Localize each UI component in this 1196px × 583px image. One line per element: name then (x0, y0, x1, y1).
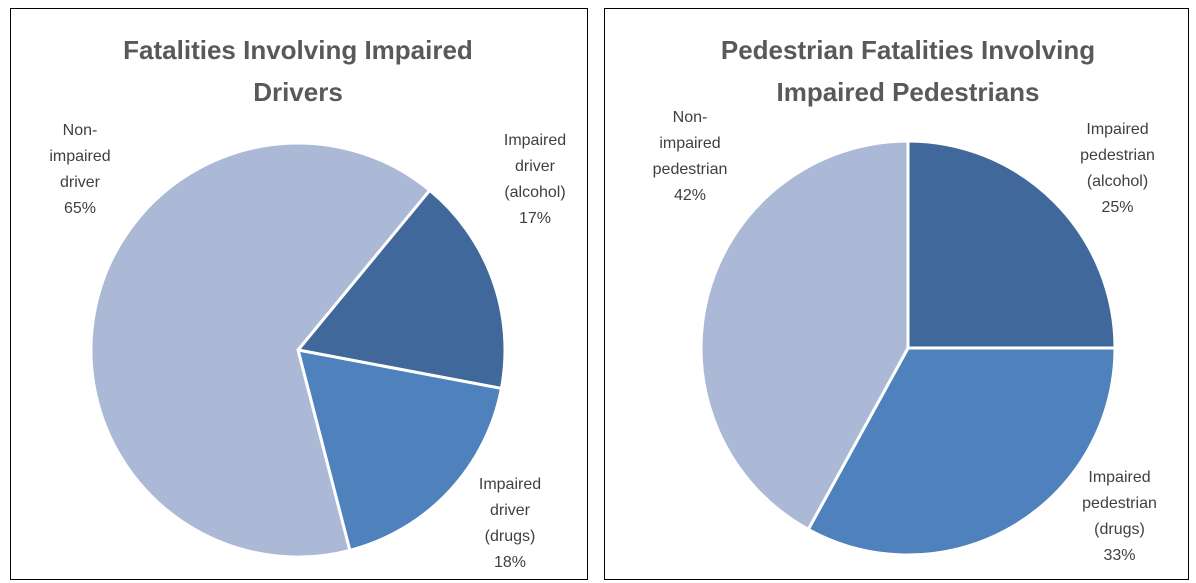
category-label: Impaired pedestrian (alcohol) (1080, 121, 1155, 190)
chart-title: Fatalities Involving Impaired Drivers (123, 35, 473, 107)
slice-label: Non-impaired driver 65% (42, 118, 118, 222)
value-label: 65% (63, 200, 97, 217)
pie-slice (806, 346, 1117, 557)
category-label: Impaired driver (drugs) (478, 476, 542, 545)
slice-label: Non-impaired pedestrian 42% (645, 105, 735, 209)
value-label: 33% (1103, 547, 1136, 564)
pie-slice (906, 139, 1117, 350)
value-label: 25% (1101, 199, 1134, 216)
slice-label: Impaired pedestrian (drugs) 33% (1072, 465, 1167, 569)
category-label: Impaired driver (alcohol) (503, 132, 567, 201)
value-label: 17% (518, 210, 552, 227)
slice-label: Impaired driver (drugs) 18% (470, 472, 550, 576)
category-label: Non-impaired driver (49, 122, 111, 191)
value-label: 42% (673, 187, 707, 204)
chart-title: Pedestrian Fatalities Involving Impaired… (720, 35, 1096, 107)
category-label: Non-impaired pedestrian (652, 109, 728, 178)
pie-slice (295, 188, 507, 391)
category-label: Impaired pedestrian (drugs) (1082, 469, 1157, 538)
slice-label: Impaired pedestrian (alcohol) 25% (1070, 117, 1165, 221)
pie-slice (699, 139, 910, 532)
pie-slice (295, 348, 504, 553)
value-label: 18% (493, 554, 527, 571)
slice-label: Impaired driver (alcohol) 17% (495, 128, 575, 232)
pie-slice (89, 141, 432, 559)
